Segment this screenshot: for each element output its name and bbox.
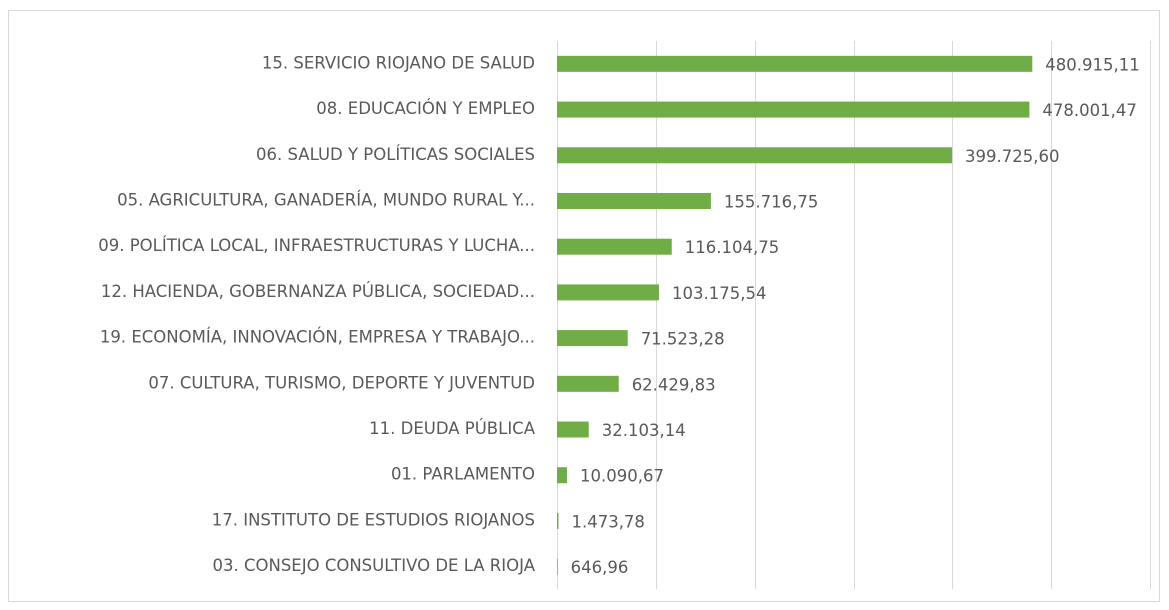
- y-tick-label: 12. HACIENDA, GOBERNANZA PÚBLICA, SOCIED…: [101, 282, 535, 301]
- y-tick-label: 06. SALUD Y POLÍTICAS SOCIALES: [256, 145, 535, 164]
- bar: [557, 558, 558, 575]
- y-tick-label: 11. DEUDA PÚBLICA: [369, 419, 536, 438]
- bar: [557, 421, 589, 438]
- data-label: 103.175,54: [672, 284, 766, 303]
- bar: [557, 55, 1033, 72]
- data-label: 10.090,67: [580, 467, 664, 486]
- bar: [557, 238, 672, 255]
- data-label: 1.473,78: [571, 512, 644, 531]
- y-tick-label: 09. POLÍTICA LOCAL, INFRAESTRUCTURAS Y L…: [98, 236, 535, 255]
- data-label: 646,96: [571, 558, 629, 577]
- bar: [557, 192, 711, 209]
- data-label: 399.725,60: [965, 147, 1059, 166]
- data-label: 116.104,75: [685, 238, 779, 257]
- data-label: 478.001,47: [1042, 101, 1136, 120]
- y-tick-label: 17. INSTITUTO DE ESTUDIOS RIOJANOS: [212, 510, 535, 529]
- data-label: 32.103,14: [602, 421, 686, 440]
- bar: [557, 375, 619, 392]
- data-label: 155.716,75: [724, 192, 818, 211]
- data-label: 62.429,83: [632, 375, 716, 394]
- y-tick-label: 07. CULTURA, TURISMO, DEPORTE Y JUVENTUD: [148, 373, 535, 392]
- y-tick-label: 08. EDUCACIÓN Y EMPLEO: [316, 99, 535, 118]
- y-tick-label: 19. ECONOMÍA, INNOVACIÓN, EMPRESA Y TRAB…: [100, 328, 535, 347]
- y-tick-label: 15. SERVICIO RIOJANO DE SALUD: [262, 53, 535, 72]
- bar: [557, 467, 567, 484]
- bar: [557, 284, 659, 301]
- data-label: 71.523,28: [641, 330, 725, 349]
- y-tick-label: 03. CONSEJO CONSULTIVO DE LA RIOJA: [213, 556, 536, 575]
- bar: [557, 330, 628, 347]
- data-label: 480.915,11: [1045, 55, 1139, 74]
- y-tick-label: 01. PARLAMENTO: [391, 465, 535, 484]
- bar: [557, 147, 953, 164]
- y-tick-label: 05. AGRICULTURA, GANADERÍA, MUNDO RURAL …: [117, 190, 535, 209]
- bar: [557, 101, 1030, 118]
- bar: [557, 512, 559, 529]
